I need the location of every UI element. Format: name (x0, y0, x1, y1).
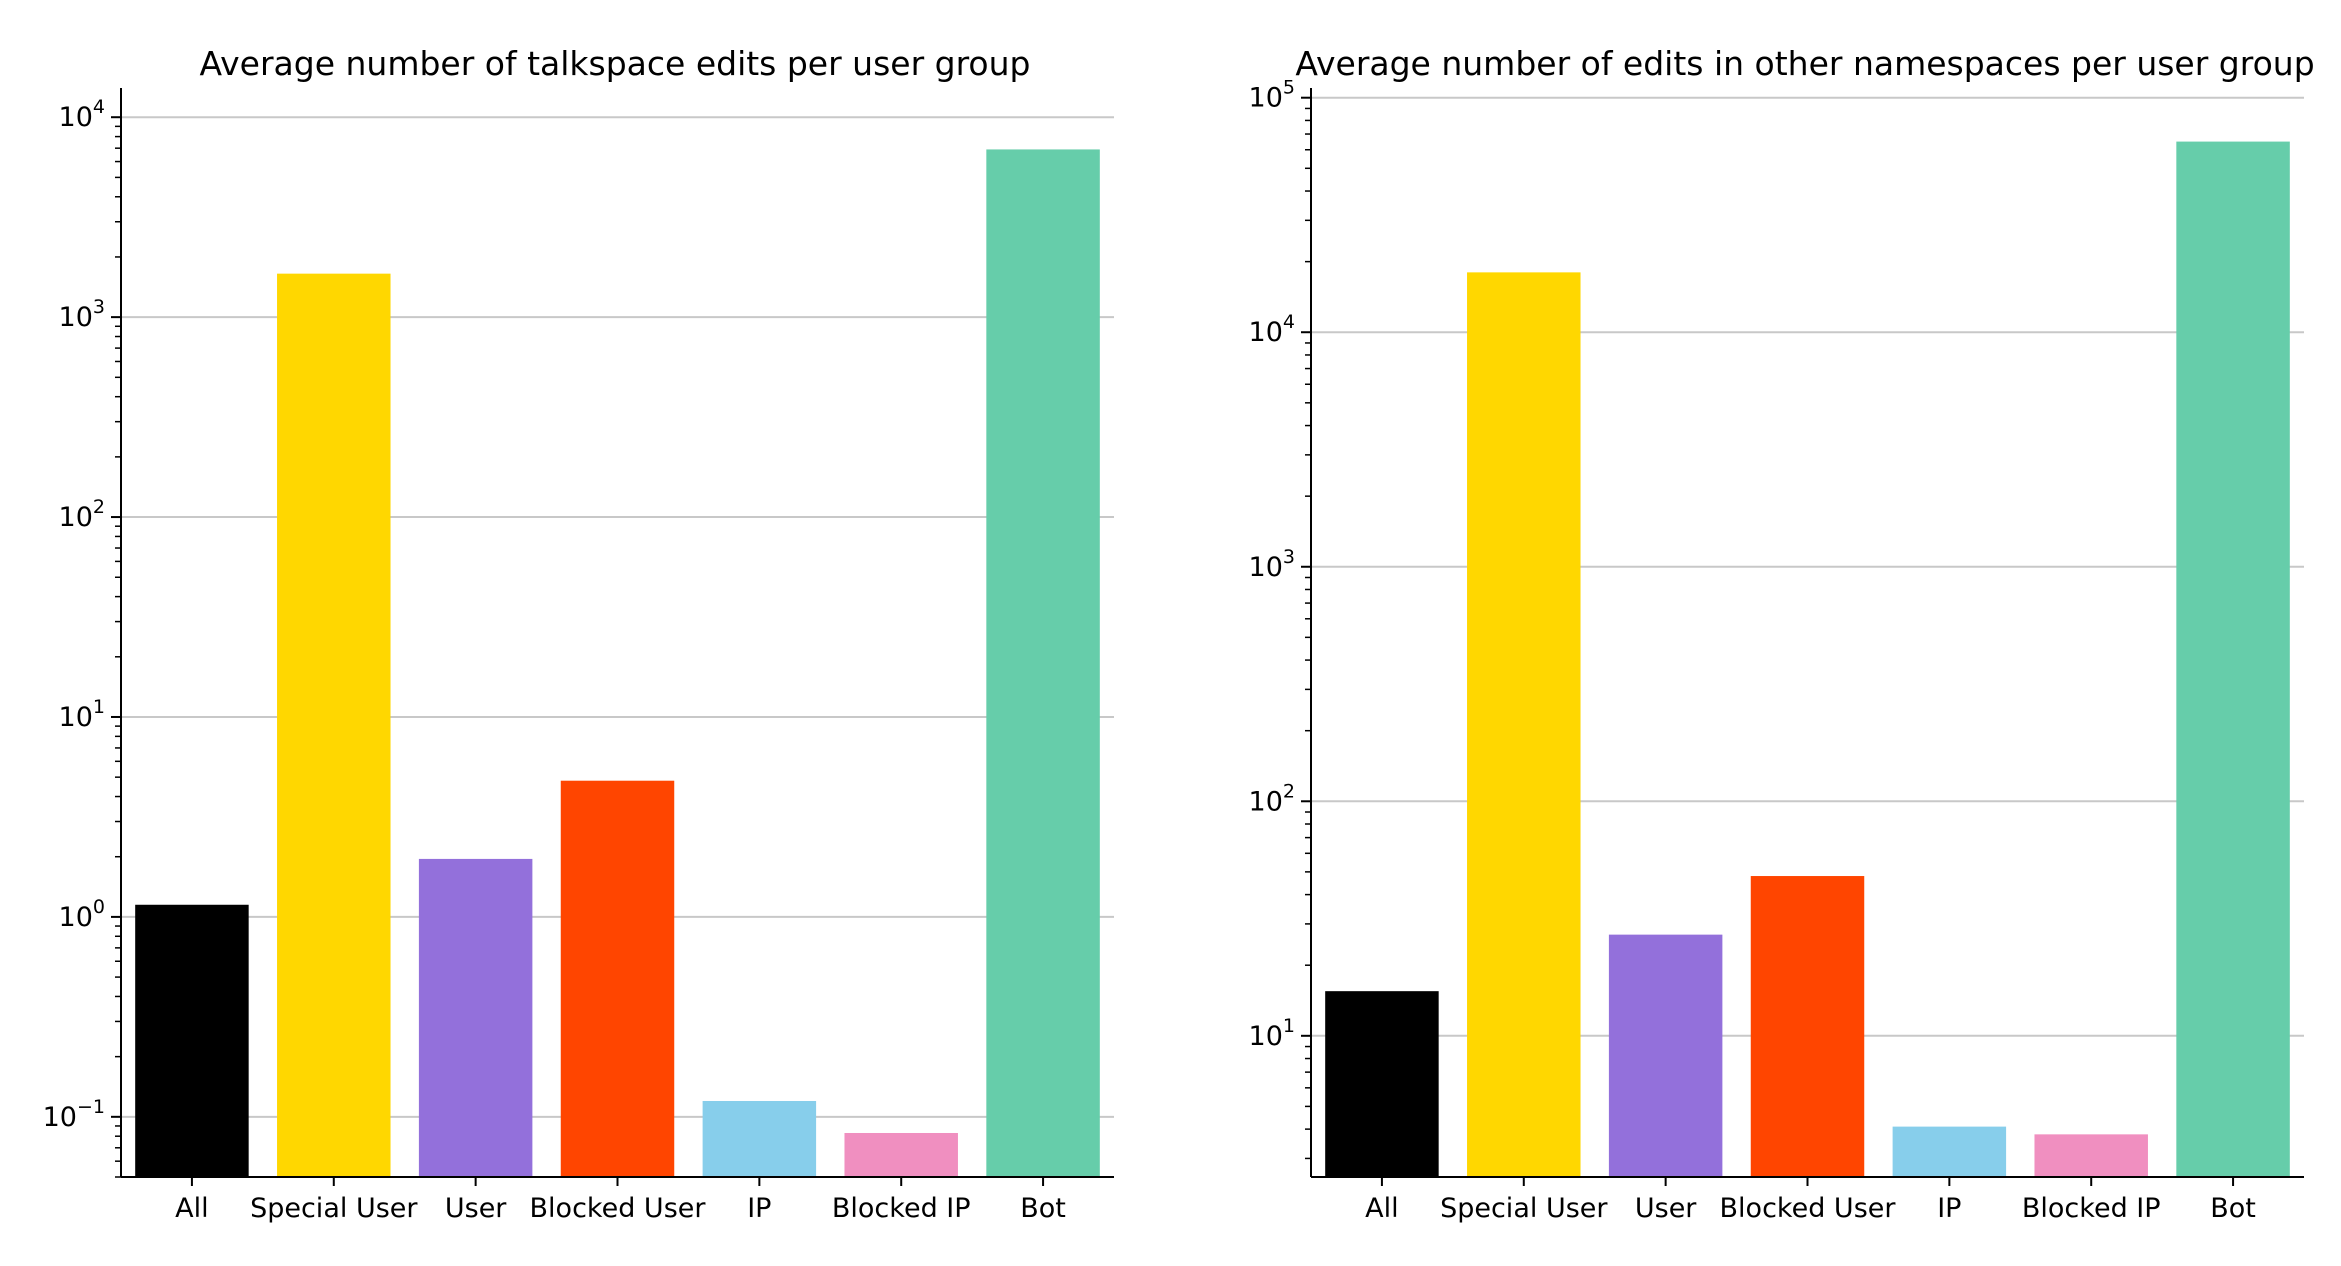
bar-user (418, 858, 533, 1177)
x-tick-label: Special User (1440, 1193, 1608, 1224)
y-tick-label: 105 (1249, 77, 1295, 114)
bar-bot (986, 149, 1100, 1178)
bar-user (1608, 934, 1723, 1177)
x-tick-label: Bot (1020, 1193, 1066, 1224)
chart-title: Average number of talkspace edits per us… (200, 44, 1031, 83)
x-tick-label: Blocked User (530, 1193, 707, 1224)
chart-title: Average number of edits in other namespa… (1295, 44, 2314, 83)
y-tick-label: 102 (59, 496, 105, 533)
bar-ip (1892, 1126, 2007, 1177)
y-tick-label: 104 (1249, 311, 1295, 348)
y-tick-label: 104 (59, 96, 105, 133)
bar-special-user (277, 273, 391, 1177)
bar-blocked-ip (844, 1132, 958, 1177)
bar-special-user (1467, 272, 1581, 1177)
y-tick-label: 103 (59, 296, 105, 333)
x-tick-label: Blocked User (1720, 1193, 1897, 1224)
x-tick-label: User (445, 1193, 507, 1224)
bar-bot (2176, 141, 2290, 1177)
x-tick-label: Bot (2210, 1193, 2256, 1224)
x-tick-label: All (1365, 1193, 1398, 1224)
x-tick-label: Special User (250, 1193, 418, 1224)
x-tick-label: All (175, 1193, 208, 1224)
y-tick-label: 10−1 (43, 1096, 105, 1133)
bar-blocked-user (560, 780, 675, 1177)
x-tick-label: Blocked IP (2022, 1193, 2161, 1224)
x-tick-label: IP (1937, 1193, 1961, 1224)
y-tick-label: 102 (1249, 780, 1295, 817)
x-tick-label: Blocked IP (832, 1193, 971, 1224)
y-tick-label: 101 (59, 696, 105, 733)
y-tick-label: 103 (1249, 546, 1295, 583)
x-tick-label: IP (747, 1193, 771, 1224)
bar-all (1325, 991, 1439, 1177)
y-tick-label: 101 (1249, 1015, 1295, 1052)
x-tick-label: User (1635, 1193, 1697, 1224)
chart-panel-talkspace: Average number of talkspace edits per us… (43, 44, 1114, 1224)
bar-blocked-user (1750, 876, 1865, 1177)
y-tick-label: 100 (59, 896, 105, 933)
bar-blocked-ip (2034, 1134, 2148, 1177)
bar-all (135, 904, 249, 1177)
chart-panel-other-namespaces: Average number of edits in other namespa… (1249, 44, 2315, 1224)
bar-ip (702, 1100, 817, 1177)
